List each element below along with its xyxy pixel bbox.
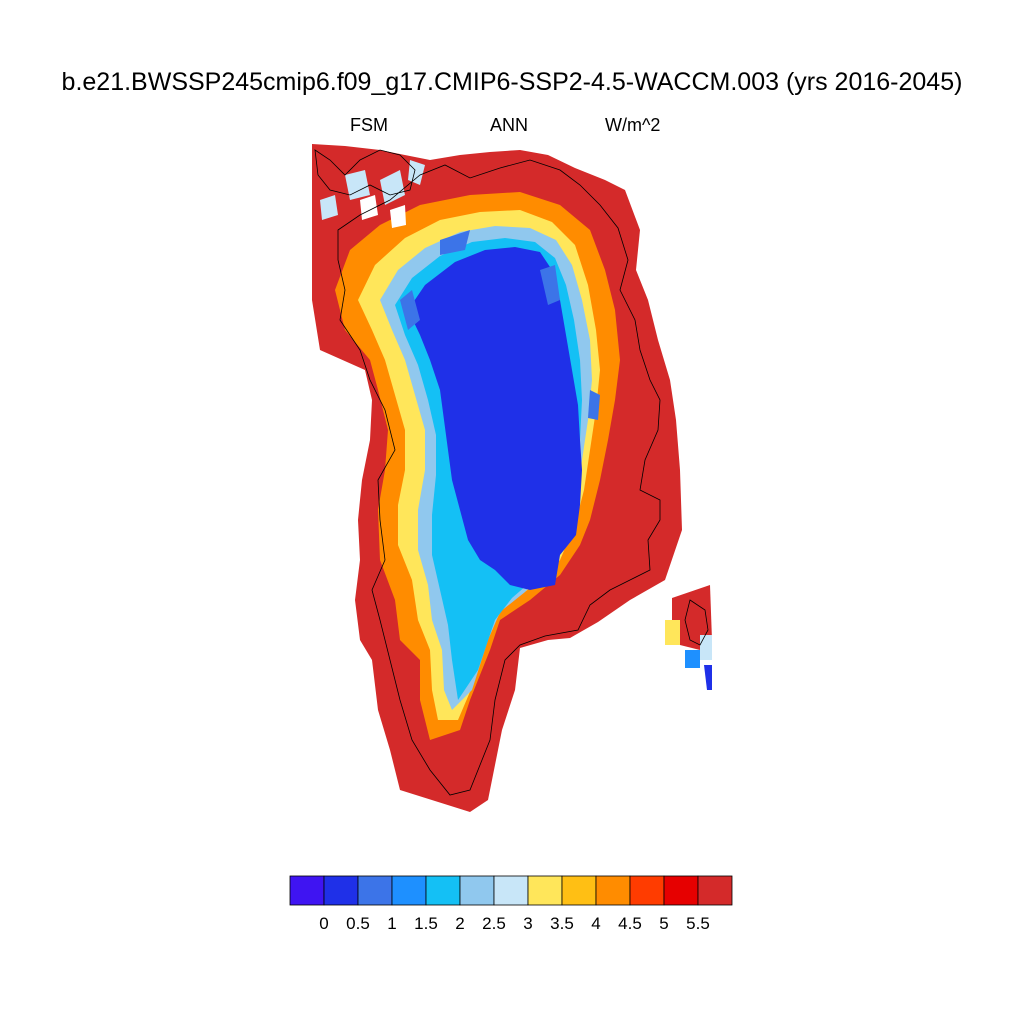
variable-label: FSM (350, 115, 388, 135)
east-island-blue (685, 650, 700, 668)
colorbar-tick-label: 0.5 (346, 914, 370, 933)
colorbar-tick-label: 2.5 (482, 914, 506, 933)
colorbar-box (663, 875, 699, 906)
east-island-lightblue (700, 635, 712, 660)
colorbar-box (357, 875, 393, 906)
east-island-darkblue (704, 665, 712, 690)
colorbar-box (459, 875, 495, 906)
colorbar-box (527, 875, 563, 906)
colorbar-tick-label: 3.5 (550, 914, 574, 933)
core-blue (408, 247, 582, 590)
colorbar-tick-label: 4 (591, 914, 600, 933)
colorbar-labels: 0 0.5 1 1.5 2 2.5 3 3.5 4 4.5 5 5.5 (319, 914, 710, 933)
colorbar-tick-label: 3 (523, 914, 532, 933)
colorbar-box (323, 875, 359, 906)
colorbar-box (493, 875, 529, 906)
colorbar-box (425, 875, 461, 906)
colorbar-tick-label: 0 (319, 914, 328, 933)
coastline-island (684, 599, 709, 646)
colorbar-tick-label: 4.5 (618, 914, 642, 933)
coastline-greenland (337, 159, 661, 796)
colorbar-box (561, 875, 597, 906)
units-label: W/m^2 (605, 115, 661, 135)
colorbar-box (289, 875, 325, 906)
nw-white-cells (360, 195, 406, 228)
colorbar-tick-label: 2 (455, 914, 464, 933)
east-island-red (672, 585, 712, 650)
core-blue-mid (400, 230, 600, 420)
colorbar-tick-label: 1 (387, 914, 396, 933)
season-label: ANN (490, 115, 529, 135)
colorbar-box (391, 875, 427, 906)
nw-corner-cells (320, 160, 425, 220)
colorbar-tick-label: 5 (659, 914, 668, 933)
colorbar-box (595, 875, 631, 906)
plot-title: b.e21.BWSSP245cmip6.f09_g17.CMIP6-SSP2-4… (61, 68, 963, 96)
map-field (312, 144, 712, 812)
east-island-yellow (665, 620, 680, 645)
colorbar-tick-label: 5.5 (686, 914, 710, 933)
colorbar-tick-label: 1.5 (414, 914, 438, 933)
colorbar-box (697, 875, 733, 906)
colorbar (289, 875, 733, 906)
coastline-ellesmere (314, 149, 416, 196)
coastlines (314, 149, 709, 796)
colorbar-box (629, 875, 665, 906)
